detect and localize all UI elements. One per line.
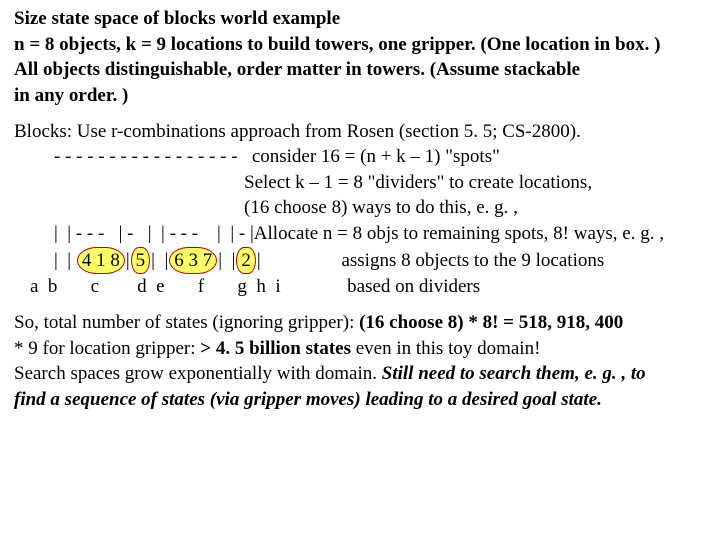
line-n-k: n = 8 objects, k = 9 locations to build … — [14, 32, 710, 58]
line-rosen: Blocks: Use r-combinations approach from… — [14, 119, 710, 145]
locations-row: a b c d e f g h i based on dividers — [30, 274, 710, 300]
gripper-suffix: even in this toy domain! — [351, 338, 540, 359]
total-states-line: So, total number of states (ignoring gri… — [14, 310, 710, 336]
assigns-text: assigns 8 objects to the 9 locations — [261, 248, 605, 274]
spots-row-1: | | - - - | - | | - - - | | - | Allocate… — [54, 221, 710, 247]
line-select-dividers: Select k – 1 = 8 "dividers" to create lo… — [244, 170, 710, 196]
spots-pattern: | | - - - | - | | - - - | | - | — [54, 221, 254, 247]
total-states-value: (16 choose 8) * 8! = 518, 918, 400 — [359, 312, 623, 333]
exponential-text: Search spaces grow exponentially with do… — [14, 363, 382, 384]
combinatorics-block: Blocks: Use r-combinations approach from… — [14, 119, 710, 300]
gripper-line: * 9 for location gripper: > 4. 5 billion… — [14, 336, 710, 362]
exponential-line: Search spaces grow exponentially with do… — [14, 361, 710, 387]
oval-2: 2 — [236, 247, 256, 275]
oval-637: 6 3 7 — [169, 247, 217, 275]
line-distinguishable: All objects distinguishable, order matte… — [14, 57, 710, 83]
oval-5: 5 — [131, 247, 151, 275]
slide-title: Size state space of blocks world example — [14, 6, 710, 32]
consider-spots: consider 16 = (n + k – 1) "spots" — [252, 144, 500, 170]
header-block: Size state space of blocks world example… — [14, 6, 710, 109]
goal-state-line: find a sequence of states (via gripper m… — [14, 387, 710, 413]
gripper-prefix: * 9 for location gripper: — [14, 338, 200, 359]
total-states-prefix: So, total number of states (ignoring gri… — [14, 312, 359, 333]
spots-row-2: | | 4 1 8 | 5 | | 6 3 7 | | 2 | assigns … — [54, 247, 710, 275]
line-dashes-row: - - - - - - - - - - - - - - - - - consid… — [54, 144, 710, 170]
gripper-value: > 4. 5 billion states — [200, 338, 351, 359]
dashes: - - - - - - - - - - - - - - - - - — [54, 144, 238, 170]
slide-content: Size state space of blocks world example… — [0, 0, 720, 429]
still-search-text: Still need to search them, e. g. , to — [382, 363, 646, 384]
oval-418: 4 1 8 — [77, 247, 125, 275]
line-any-order: in any order. ) — [14, 83, 710, 109]
conclusion-block: So, total number of states (ignoring gri… — [14, 310, 710, 413]
line-16-choose-8: (16 choose 8) ways to do this, e. g. , — [244, 195, 710, 221]
allocate-text: Allocate n = 8 objs to remaining spots, … — [254, 221, 664, 247]
